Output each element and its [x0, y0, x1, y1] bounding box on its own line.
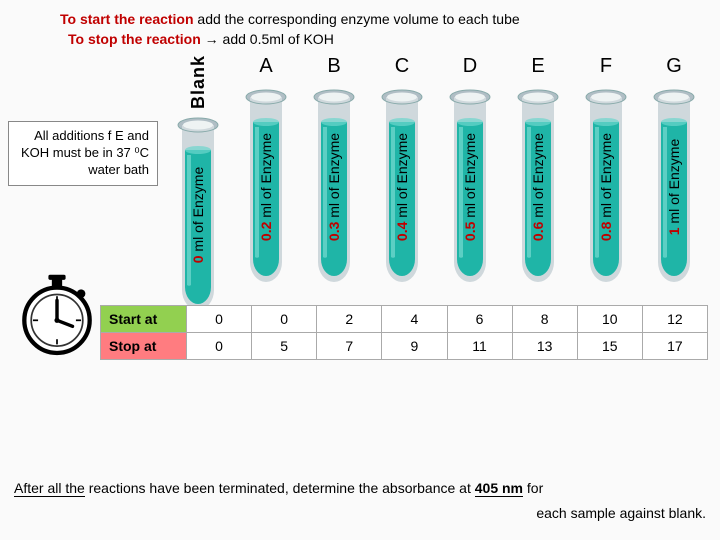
tube-column: G 1 ml of Enzyme — [646, 55, 702, 315]
stop-cell: 5 — [252, 333, 317, 360]
tube-column: F 0.8 ml of Enzyme — [578, 55, 634, 315]
start-cell: 12 — [642, 306, 707, 333]
tube-column: E 0.6 ml of Enzyme — [510, 55, 566, 315]
tube-volume-label: 0.8 ml of Enzyme — [598, 133, 614, 241]
stop-cell: 17 — [642, 333, 707, 360]
stop-rest: add 0.5ml of KOH — [223, 31, 334, 47]
tube-volume-label: 0.6 ml of Enzyme — [530, 133, 546, 241]
tube-letter: A — [259, 55, 272, 83]
stop-cell: 9 — [382, 333, 447, 360]
stop-cell: 11 — [447, 333, 512, 360]
start-bold: To start the reaction — [60, 11, 194, 27]
tube-letter: D — [463, 55, 477, 83]
stop-row: Stop at057911131517 — [101, 333, 708, 360]
test-tube-icon: 0 ml of Enzyme — [176, 115, 220, 315]
note-box: All additions f E and KOH must be in 37 … — [8, 121, 158, 186]
diagram-area: All additions f E and KOH must be in 37 … — [0, 55, 720, 375]
test-tube-icon: 1 ml of Enzyme — [652, 87, 696, 287]
start-cell: 10 — [577, 306, 642, 333]
tube-column: Blank 0 ml of Enzyme — [170, 55, 226, 315]
tube-volume-label: 0.4 ml of Enzyme — [394, 133, 410, 241]
stop-cell: 0 — [187, 333, 252, 360]
footer-tail: for — [523, 480, 543, 496]
test-tube-icon: 0.6 ml of Enzyme — [516, 87, 560, 287]
stop-cell: 15 — [577, 333, 642, 360]
test-tube-icon: 0.4 ml of Enzyme — [380, 87, 424, 287]
tube-column: D 0.5 ml of Enzyme — [442, 55, 498, 315]
tube-volume-label: 0.5 ml of Enzyme — [462, 133, 478, 241]
tube-letter: G — [666, 55, 682, 83]
tube-letter: E — [531, 55, 544, 83]
test-tube-icon: 0.3 ml of Enzyme — [312, 87, 356, 287]
start-cell: 4 — [382, 306, 447, 333]
tube-letter: C — [395, 55, 409, 83]
start-row: Start at0024681012 — [101, 306, 708, 333]
start-cell: 0 — [252, 306, 317, 333]
stop-cell: 7 — [317, 333, 382, 360]
start-cell: 8 — [512, 306, 577, 333]
tube-letter: F — [600, 55, 612, 83]
tube-column: A 0.2 ml of Enzyme — [238, 55, 294, 315]
tube-volume-label: 0.2 ml of Enzyme — [258, 133, 274, 241]
stop-instruction: To stop the reaction → add 0.5ml of KOH — [60, 30, 700, 50]
start-at-header: Start at — [101, 306, 187, 333]
arrow-icon: → — [201, 31, 223, 47]
tube-column: B 0.3 ml of Enzyme — [306, 55, 362, 315]
timing-table: Start at0024681012 Stop at057911131517 — [100, 305, 708, 360]
tubes-row: Blank 0 ml of EnzymeA 0.2 ml of EnzymeB — [170, 55, 702, 315]
tube-volume-label: 1 ml of Enzyme — [666, 139, 682, 236]
test-tube-icon: 0.5 ml of Enzyme — [448, 87, 492, 287]
tube-volume-label: 0.3 ml of Enzyme — [326, 133, 342, 241]
footer-text: After all the reactions have been termin… — [14, 476, 706, 526]
blank-label: Blank — [188, 55, 209, 109]
footer-line2: each sample against blank. — [14, 501, 706, 526]
tube-column: C 0.4 ml of Enzyme — [374, 55, 430, 315]
footer-underline-1: After all the — [14, 480, 85, 497]
instructions-header: To start the reaction add the correspond… — [0, 0, 720, 55]
start-cell: 0 — [187, 306, 252, 333]
tube-volume-label: 0 ml of Enzyme — [190, 167, 206, 264]
footer-mid: reactions have been terminated, determin… — [85, 480, 475, 496]
test-tube-icon: 0.8 ml of Enzyme — [584, 87, 628, 287]
tube-letter: B — [327, 55, 340, 83]
stopwatch-icon — [14, 273, 100, 359]
footer-nm: 405 nm — [475, 480, 523, 497]
test-tube-icon: 0.2 ml of Enzyme — [244, 87, 288, 287]
start-instruction: To start the reaction add the correspond… — [60, 10, 700, 30]
stop-at-header: Stop at — [101, 333, 187, 360]
start-cell: 6 — [447, 306, 512, 333]
start-cell: 2 — [317, 306, 382, 333]
stop-cell: 13 — [512, 333, 577, 360]
stop-bold: To stop the reaction — [68, 31, 201, 47]
start-rest: add the corresponding enzyme volume to e… — [194, 11, 520, 27]
